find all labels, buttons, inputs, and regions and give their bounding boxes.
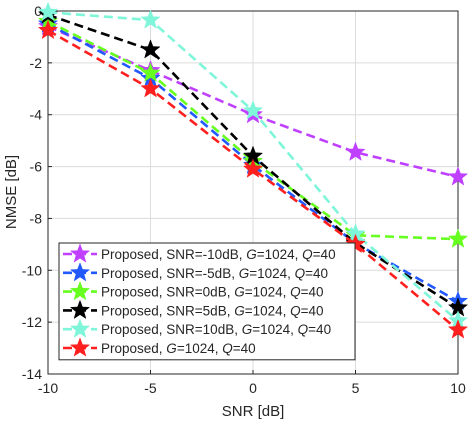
y-tick-label: -2 [30,55,43,71]
series-point-star [447,319,468,339]
legend-q-value: =40 [308,322,331,337]
series-point-star [345,141,366,161]
series-line [47,20,459,241]
legend-label: Proposed, SNR=10dB, G=1024, Q=40 [101,322,331,337]
legend-q-symbol: Q [222,341,233,356]
legend-q-symbol: Q [302,247,313,262]
x-tick-label: 0 [249,380,257,396]
series-point-star [140,62,161,82]
legend-q-symbol: Q [298,322,309,337]
y-tick-label: -10 [22,262,42,278]
legend-q-symbol: Q [295,266,306,281]
legend-series-name: Proposed, SNR=5dB, [101,303,234,318]
y-tick-label: -14 [22,366,42,382]
series-line [47,29,459,331]
series-point-star [242,100,264,120]
legend-g-value: =1024, [177,341,222,356]
legend-q-value: =40 [301,285,324,300]
legend-series-name: Proposed, SNR=-5dB, [101,266,239,281]
legend-q-value: =40 [301,303,324,318]
legend-entry: Proposed, G=1024, Q=40 [63,337,256,357]
legend-g-symbol: G [234,303,245,318]
y-tick-label: 0 [34,3,42,19]
legend-label: Proposed, SNR=-5dB, G=1024, Q=40 [101,266,328,281]
series-point-star [447,228,468,248]
y-tick-label: -12 [22,314,42,330]
series-point-star [140,78,161,98]
series-point-star [140,9,161,29]
legend-g-value: =1024, [249,266,294,281]
legend-entry: Proposed, SNR=-5dB, G=1024, Q=40 [63,262,328,282]
legend-label: Proposed, SNR=-10dB, G=1024, Q=40 [101,247,336,262]
x-tick-label: -5 [144,380,157,396]
series-point-star [37,1,59,21]
legend-g-value: =1024, [245,285,290,300]
y-tick-label: -4 [30,107,43,123]
legend-series-name: Proposed, SNR=10dB, [101,322,242,337]
legend-g-value: =1024, [245,303,290,318]
series-point-star [447,166,468,186]
series-line [47,22,459,303]
legend-q-value: =40 [313,247,336,262]
axis-ticks: -10 -5 0 5 10 0 -2 -4 -6 -8 -10 -12 -14 [22,3,466,396]
legend-entry: Proposed, SNR=0dB, G=1024, Q=40 [63,280,324,301]
legend-q-symbol: Q [290,285,301,300]
series-group [37,1,468,339]
legend-label: Proposed, SNR=5dB, G=1024, Q=40 [101,303,324,318]
legend-g-symbol: G [234,285,245,300]
y-tick-label: -6 [30,159,43,175]
legend-entry: Proposed, SNR=5dB, G=1024, Q=40 [63,299,324,320]
legend-series-name: Proposed, SNR=0dB, [101,285,234,300]
legend-g-symbol: G [166,341,177,356]
legend-g-symbol: G [239,266,250,281]
legend-star-swatch [69,262,91,282]
legend-box [58,242,356,361]
legend: Proposed, SNR=-10dB, G=1024, Q=40Propose… [58,242,356,361]
x-tick-label: -10 [38,380,58,396]
legend-entry: Proposed, SNR=10dB, G=1024, Q=40 [63,318,331,338]
legend-star-swatch [69,318,91,338]
x-tick-label: 5 [352,380,360,396]
legend-label: Proposed, G=1024, Q=40 [101,341,256,356]
legend-g-symbol: G [242,322,253,337]
legend-g-value: =1024, [257,247,302,262]
legend-star-swatch [69,299,91,320]
x-axis-label: SNR [dB] [222,403,285,420]
legend-entry: Proposed, SNR=-10dB, G=1024, Q=40 [63,243,336,263]
series-point-star [37,19,59,40]
legend-series-name: Proposed, [101,341,166,356]
legend-star-swatch [69,280,91,301]
series-point-star [242,158,264,178]
legend-star-swatch [69,243,91,263]
legend-g-symbol: G [246,247,257,262]
legend-g-value: =1024, [252,322,297,337]
series-point-star [140,39,161,59]
legend-series-name: Proposed, SNR=-10dB, [101,247,246,262]
legend-q-symbol: Q [290,303,301,318]
legend-q-value: =40 [233,341,256,356]
y-axis-label: NMSE [dB] [3,155,20,229]
legend-q-value: =40 [305,266,328,281]
y-tick-label: -8 [30,210,43,226]
legend-label: Proposed, SNR=0dB, G=1024, Q=40 [101,285,324,300]
x-tick-label: 10 [450,380,466,396]
legend-star-swatch [69,337,91,357]
